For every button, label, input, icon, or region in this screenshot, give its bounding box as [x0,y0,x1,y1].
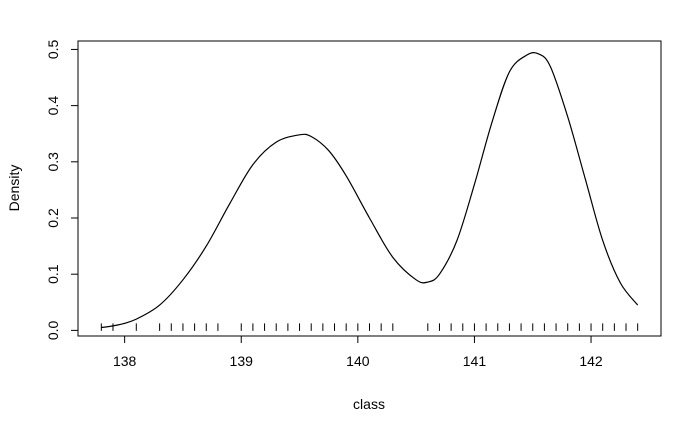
density-line [101,52,639,329]
y-axis: 0.0 0.1 0.2 0.3 0.4 0.5 [45,39,79,340]
y-tick-label: 0.3 [45,152,61,172]
x-tick-label: 140 [346,353,370,369]
series-group [101,52,639,329]
x-tick-label: 141 [463,353,487,369]
x-axis: 138 139 140 141 142 [113,335,603,369]
x-tick-label: 142 [579,353,603,369]
y-tick-label: 0.4 [45,96,61,116]
plot-frame [77,40,662,337]
y-tick-label: 0.0 [45,320,61,340]
y-tick-label: 0.5 [45,39,61,59]
x-tick-label: 138 [113,353,137,369]
y-tick-label: 0.1 [45,264,61,284]
x-axis-label: class [353,396,385,412]
y-axis-label: Density [6,165,22,212]
rug-marks [100,323,639,331]
y-tick-label: 0.2 [45,208,61,228]
x-tick-label: 139 [230,353,254,369]
